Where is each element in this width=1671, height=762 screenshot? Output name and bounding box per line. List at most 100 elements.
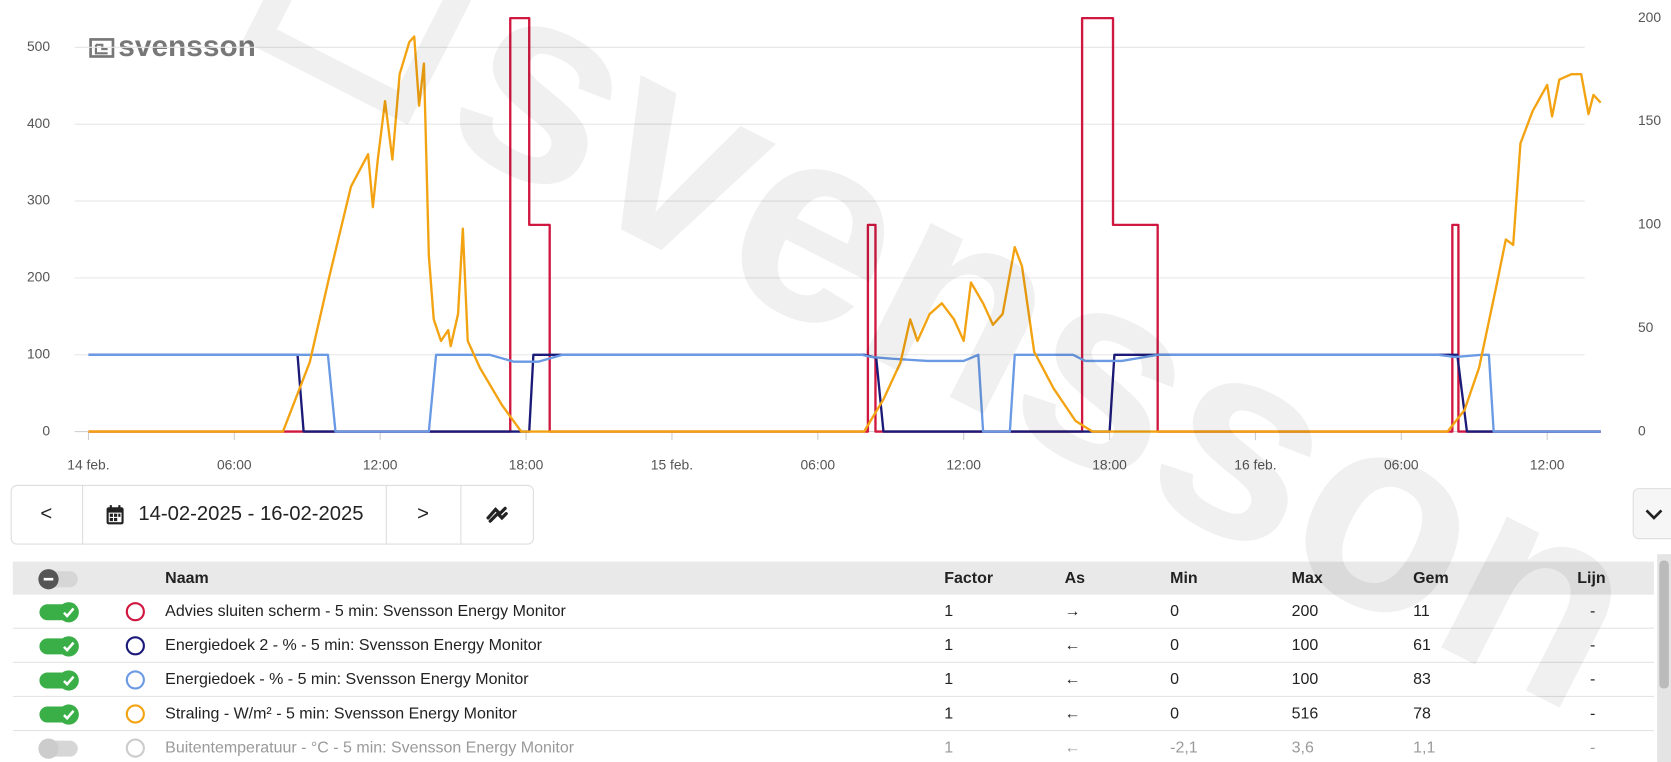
column-header: Naam: [165, 569, 209, 588]
cell: -2,1: [1170, 738, 1198, 757]
cell: 0: [1170, 670, 1180, 689]
series-color: [125, 704, 145, 724]
series-color: [125, 636, 145, 656]
toggle[interactable]: [38, 738, 78, 759]
cell: ←: [1064, 704, 1081, 723]
cell: 1: [944, 636, 954, 655]
x-tick-label: 06:00: [217, 456, 252, 472]
prev-button[interactable]: <: [11, 484, 84, 545]
series-line: [88, 35, 1602, 433]
x-tick-label: 18:00: [509, 456, 544, 472]
toggle-knob: [38, 569, 59, 590]
cell: 0: [1170, 602, 1180, 621]
logo-text: svensson: [118, 30, 256, 63]
column-header: Gem: [1413, 569, 1449, 588]
column-header: Factor: [944, 569, 994, 588]
date-controls: [10, 484, 534, 545]
series-table: Naam Factor As Min Max Gem Lijn Advies sluiten …: [12, 561, 1654, 762]
column-header: Lijn: [1577, 569, 1606, 588]
cell: ←: [1064, 738, 1081, 757]
y2-tick-label: 150: [1638, 112, 1661, 128]
y2-tick-label: 200: [1638, 9, 1661, 25]
tools-button[interactable]: [460, 485, 532, 545]
series-line: [88, 353, 1601, 433]
cell: 200: [1291, 602, 1319, 621]
column-header: As: [1064, 569, 1086, 588]
cell: 61: [1413, 636, 1431, 655]
cell: 1: [944, 738, 954, 757]
cell: ←: [1064, 670, 1081, 689]
x-tick-label: 12:00: [1530, 456, 1565, 472]
series-color: [125, 738, 145, 758]
y-tick-label: 100: [27, 345, 50, 361]
calendar-icon: [106, 505, 124, 525]
cell: →: [1064, 602, 1081, 621]
toggle-knob: [58, 636, 79, 657]
series-line: [88, 16, 1601, 433]
cell: -: [1590, 670, 1596, 689]
toggle[interactable]: [39, 636, 79, 657]
toggle-knob: [38, 738, 59, 759]
cell: 11: [1413, 602, 1430, 621]
cell: 1,1: [1413, 738, 1436, 757]
cell: 83: [1413, 670, 1431, 689]
expand-button[interactable]: [1632, 488, 1671, 540]
toggle[interactable]: [38, 569, 78, 590]
row-divider: [12, 730, 1654, 732]
series-name: Buitentemperatuur - °C - 5 min: Svensson…: [165, 738, 575, 757]
date-range-text: 14-02-2025 - 16-02-2025: [138, 503, 364, 526]
cell: 0: [1170, 704, 1180, 723]
toggle-knob: [58, 602, 79, 623]
column-header: Max: [1291, 569, 1323, 588]
next-button[interactable]: >: [386, 484, 462, 545]
x-tick-label: 14 feb.: [67, 456, 109, 472]
cell: 516: [1291, 704, 1319, 723]
toggle[interactable]: [39, 670, 79, 691]
cell: 0: [1170, 636, 1180, 655]
cell: ←: [1064, 636, 1081, 655]
toggle-knob: [58, 704, 79, 725]
series-line: [88, 353, 1601, 433]
tools-icon: [486, 506, 508, 523]
cell: -: [1590, 738, 1596, 757]
x-tick-label: 15 feb.: [651, 456, 693, 472]
x-tick-label: 16 feb.: [1234, 456, 1276, 472]
y-tick-label: 0: [42, 422, 50, 438]
y-tick-label: 400: [27, 115, 50, 131]
cell: 100: [1291, 636, 1319, 655]
y-tick-label: 200: [27, 269, 50, 285]
x-tick-label: 12:00: [363, 456, 398, 472]
series-name: Advies sluiten scherm - 5 min: Svensson …: [165, 602, 566, 621]
cell: 100: [1291, 670, 1319, 689]
x-tick-label: 06:00: [1384, 456, 1419, 472]
toggle[interactable]: [39, 602, 79, 623]
y-tick-label: 500: [27, 38, 50, 54]
y2-tick-label: 0: [1638, 422, 1646, 438]
cell: 3,6: [1291, 738, 1314, 757]
series-color: [125, 670, 145, 690]
column-header: Min: [1170, 569, 1198, 588]
date-range[interactable]: 14-02-2025 - 16-02-2025: [82, 484, 387, 545]
row-divider: [12, 695, 1654, 697]
row-divider: [12, 627, 1654, 629]
cell: -: [1590, 602, 1596, 621]
toggle-knob: [58, 670, 79, 691]
cell: 1: [944, 704, 954, 723]
x-tick-label: 12:00: [946, 456, 981, 472]
y2-tick-label: 100: [1638, 216, 1661, 232]
y2-tick-label: 50: [1638, 319, 1654, 335]
series-name: Energiedoek - % - 5 min: Svensson Energy…: [165, 670, 529, 689]
cell: -: [1590, 636, 1596, 655]
x-tick-label: 06:00: [800, 456, 835, 472]
toggle[interactable]: [39, 704, 79, 725]
logo: svensson: [89, 30, 256, 63]
row-divider: [12, 661, 1654, 663]
series-name: Energiedoek 2 - % - 5 min: Svensson Ener…: [165, 636, 542, 655]
y-tick-label: 300: [27, 192, 50, 208]
cell: 1: [944, 670, 954, 689]
table-header: [12, 561, 1654, 595]
x-tick-label: 18:00: [1092, 456, 1127, 472]
series-color: [125, 602, 145, 622]
